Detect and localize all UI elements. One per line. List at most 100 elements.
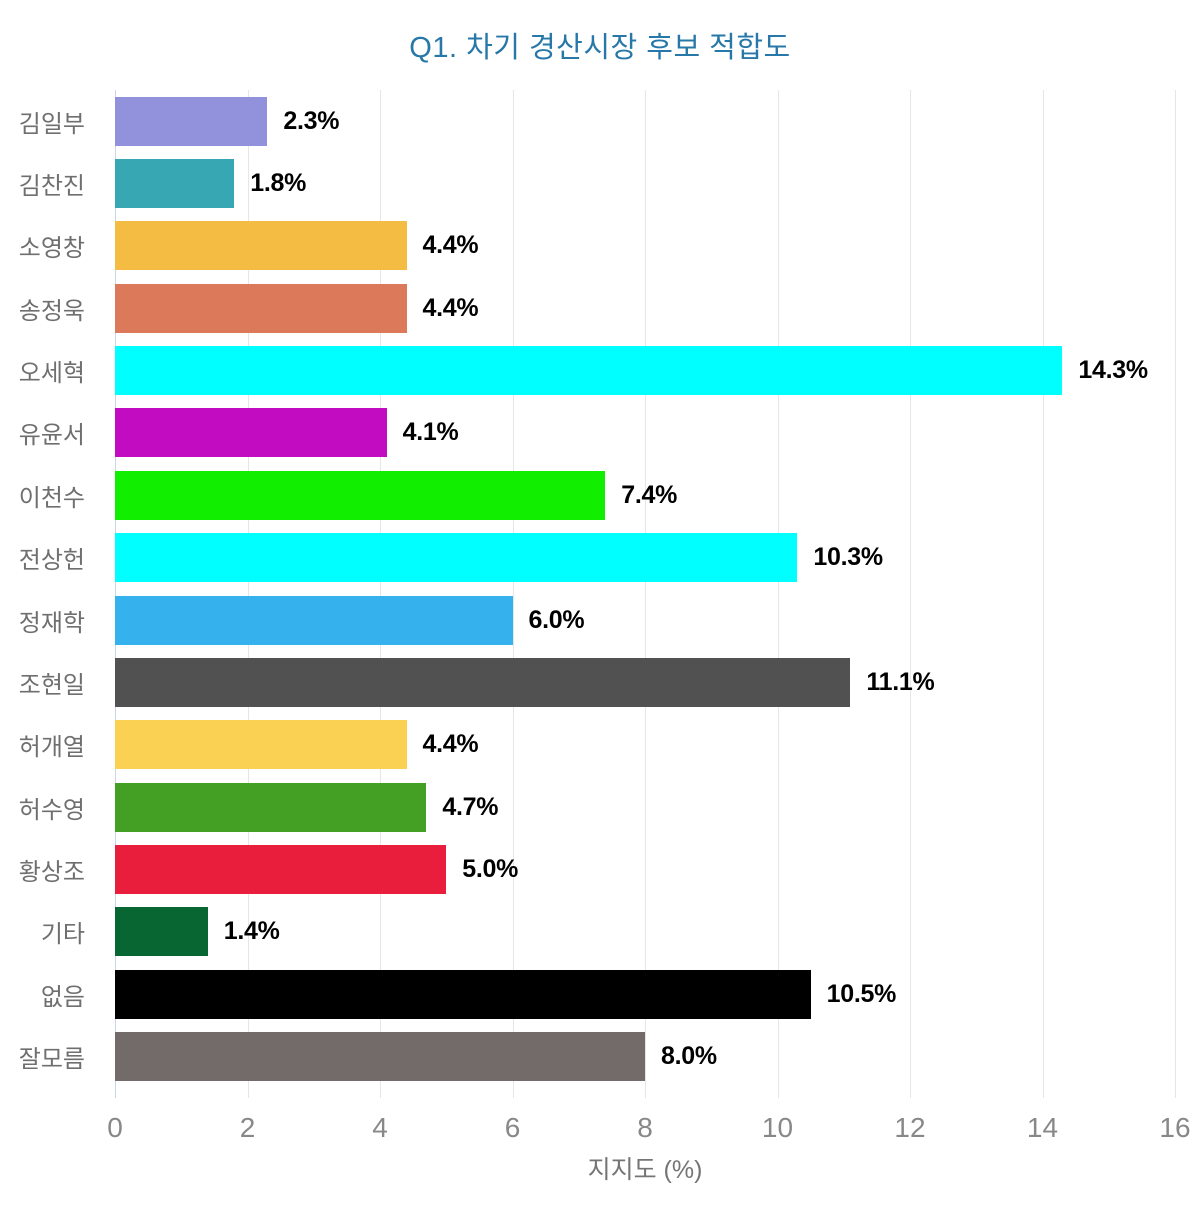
category-label: 소영창 [18,235,85,263]
bar-황상조[interactable] [115,844,447,894]
plot-area: 김일부 2.3% 김찬진 1.8% 소영창 4.4% 송정욱 4.4% 오세혁 14.3% 유윤서 4… [0,90,1200,1098]
x-tick-label: 4 [372,1112,388,1143]
category-label: 정재학 [18,609,85,637]
bar-허개열[interactable] [115,720,407,770]
value-label: 10.3% [813,543,883,572]
bar-rows: 김일부 2.3% 김찬진 1.8% 소영창 4.4% 송정욱 4.4% 오세혁 14.3% 유윤서 4… [0,90,1200,1088]
bar-row: 정재학 6.0% [0,589,1200,651]
bar-track: 10.3% [115,527,1175,589]
bar-유윤서[interactable] [115,408,387,458]
x-tick-label: 16 [1159,1112,1191,1143]
bar-track: 4.4% [115,277,1175,339]
bar-row: 소영창 4.4% [0,215,1200,277]
bar-row: 조현일 11.1% [0,651,1200,713]
bar-오세혁[interactable] [115,346,1063,396]
y-axis-line [115,90,116,1098]
category-label: 기타 [40,921,85,949]
bar-track: 14.3% [115,339,1175,401]
bar-소영창[interactable] [115,221,407,271]
bar-track: 4.4% [115,215,1175,277]
x-tick-label: 8 [637,1112,653,1143]
value-label: 1.4% [223,917,280,946]
bar-track: 1.8% [115,152,1175,214]
bar-김일부[interactable] [115,96,268,146]
chart-title: Q1. 차기 경산시장 후보 적합도 [409,32,791,64]
value-label: 10.5% [826,979,897,1008]
category-label: 전상헌 [18,547,85,575]
gridlines-layer [115,90,1176,1098]
bar-track: 11.1% [115,651,1175,713]
x-tick-label: 6 [504,1112,521,1143]
category-label: 없음 [40,983,85,1011]
x-tick-label: 14 [1026,1112,1059,1143]
category-label: 허수영 [18,796,85,824]
bar-잘모름[interactable] [115,1032,645,1082]
bar-row: 김일부 2.3% [0,90,1200,152]
category-label: 송정욱 [18,297,85,325]
value-label: 7.4% [621,480,678,509]
bar-송정욱[interactable] [115,283,407,333]
bar-track: 1.4% [115,901,1175,963]
bar-정재학[interactable] [115,595,513,645]
bar-track: 7.4% [115,464,1175,526]
bar-row: 오세혁 14.3% [0,339,1200,401]
category-label: 잘모름 [18,1046,85,1074]
bar-조현일[interactable] [115,657,851,707]
value-label: 2.3% [283,106,340,135]
bar-허수영[interactable] [115,782,427,832]
value-label: 4.7% [442,792,499,821]
value-label: 4.4% [422,730,479,759]
category-label: 이천수 [18,484,85,512]
bar-기타[interactable] [115,907,208,957]
gridline [512,90,514,1098]
bar-track: 8.0% [115,1025,1175,1087]
x-axis-ticks: 0 2 4 6 8 10 12 14 16 [107,1112,1190,1143]
bar-track: 10.5% [115,963,1175,1025]
bar-row: 전상헌 10.3% [0,527,1200,589]
bar-row: 황상조 5.0% [0,838,1200,900]
value-label: 5.0% [462,854,519,883]
value-label: 1.8% [250,169,307,198]
value-label: 4.4% [422,293,479,322]
bar-track: 2.3% [115,90,1175,152]
x-tick-label: 2 [239,1112,256,1143]
gridline [910,90,911,1098]
gridline [247,90,249,1098]
x-tick-label: 12 [894,1112,926,1143]
value-label: 8.0% [661,1042,717,1071]
bar-row: 허개열 4.4% [0,714,1200,776]
x-tick-label: 10 [761,1112,794,1143]
gridline [1042,90,1044,1098]
bar-없음[interactable] [115,969,811,1019]
value-label: 14.3% [1078,356,1148,385]
bar-row: 없음 10.5% [0,963,1200,1025]
bar-김찬진[interactable] [115,159,235,209]
bar-row: 김찬진 1.8% [0,152,1200,214]
gridline [1175,90,1176,1098]
bar-track: 4.7% [115,776,1175,838]
bar-row: 송정욱 4.4% [0,277,1200,339]
category-label: 조현일 [18,671,85,699]
value-label: 4.4% [422,231,479,260]
category-label: 황상조 [18,858,85,886]
x-axis-title: 지지도 (%) [587,1156,703,1184]
bar-track: 4.4% [115,714,1175,776]
gridline [777,90,779,1098]
value-label: 11.1% [866,667,935,696]
bar-row: 잘모름 8.0% [0,1025,1200,1087]
category-label: 허개열 [18,734,85,762]
x-tick-label: 0 [107,1112,123,1143]
gridline [645,90,646,1098]
category-label: 오세혁 [18,360,85,388]
bar-전상헌[interactable] [115,533,798,583]
bar-이천수[interactable] [115,470,606,520]
bar-track: 4.1% [115,402,1175,464]
bar-track: 6.0% [115,589,1175,651]
category-label: 김찬진 [18,173,85,201]
value-label: 6.0% [528,605,585,634]
category-label: 김일부 [18,110,85,138]
value-label: 4.1% [402,418,459,447]
bar-row: 허수영 4.7% [0,776,1200,838]
category-label: 유윤서 [18,422,85,450]
